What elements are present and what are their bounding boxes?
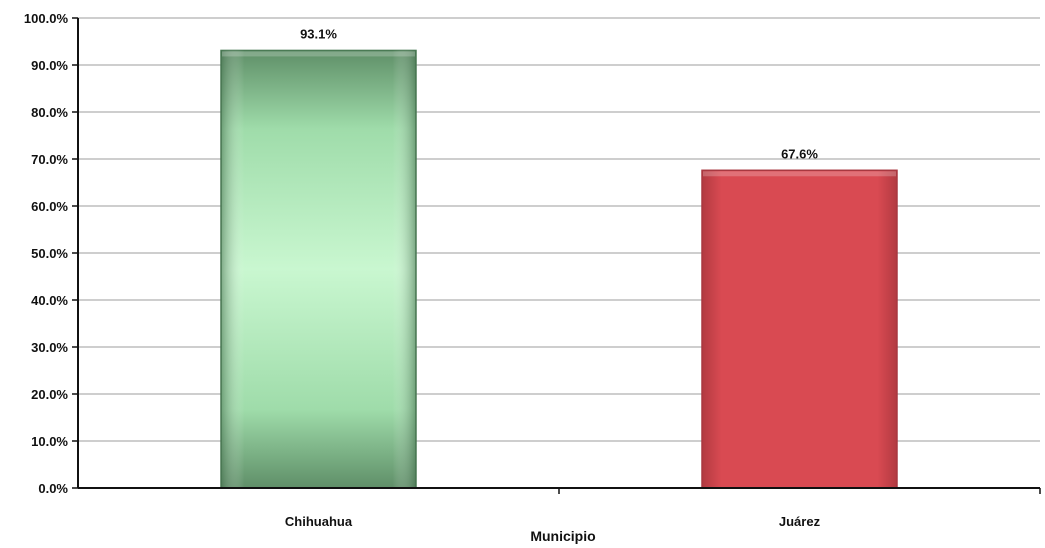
y-tick-label: 40.0% <box>31 293 68 308</box>
bar-chihuahua <box>220 49 417 489</box>
y-tick-label: 80.0% <box>31 105 68 120</box>
y-tick-label: 50.0% <box>31 246 68 261</box>
y-tick-label: 20.0% <box>31 387 68 402</box>
data-label: 93.1% <box>300 26 337 41</box>
y-tick-label: 70.0% <box>31 152 68 167</box>
y-axis-ticks: 0.0% 10.0% 20.0% 30.0% 40.0% 50.0% 60.0% 70.0% 8… <box>24 11 78 496</box>
bar-top-highlight <box>222 51 415 57</box>
bar-top-highlight <box>703 171 896 177</box>
bars: 93.1% 67.6% <box>220 26 898 489</box>
y-tick-label: 90.0% <box>31 58 68 73</box>
x-axis-title: Municipio <box>530 528 595 544</box>
y-tick-label: 10.0% <box>31 434 68 449</box>
x-tick-label: Chihuahua <box>285 514 353 529</box>
y-tick-label: 100.0% <box>24 11 69 26</box>
y-tick-label: 30.0% <box>31 340 68 355</box>
x-axis-ticks: Chihuahua Juárez <box>285 488 1041 529</box>
data-label: 67.6% <box>781 146 818 161</box>
bar-juarez <box>701 169 898 489</box>
y-tick-label: 60.0% <box>31 199 68 214</box>
y-tick-label: 0.0% <box>38 481 68 496</box>
x-tick-label: Juárez <box>779 514 821 529</box>
